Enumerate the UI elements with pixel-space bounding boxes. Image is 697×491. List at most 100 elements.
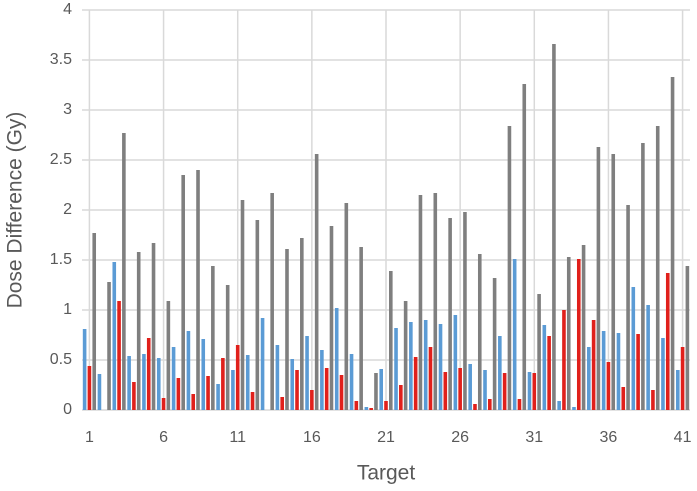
bar — [270, 193, 274, 410]
y-tick-label: 2.5 — [50, 151, 72, 168]
bar — [655, 126, 660, 410]
bar — [438, 324, 443, 410]
bar — [601, 331, 606, 410]
bar — [468, 364, 472, 410]
bar — [680, 347, 685, 410]
bar — [576, 259, 581, 410]
bar — [453, 315, 458, 410]
bar — [498, 336, 502, 410]
bar — [537, 294, 541, 410]
bar — [112, 262, 117, 410]
bar — [97, 374, 102, 410]
bar — [231, 370, 235, 410]
bar — [596, 147, 601, 410]
bar — [389, 271, 393, 410]
bar — [117, 301, 121, 410]
bar — [566, 257, 571, 410]
bar — [433, 193, 438, 410]
bar — [626, 205, 630, 410]
x-tick-label: 1 — [85, 429, 94, 446]
bar — [156, 358, 161, 410]
bar — [403, 301, 408, 410]
bar — [275, 345, 280, 410]
y-tick-label: 3 — [63, 101, 72, 118]
bar — [295, 370, 299, 410]
bar — [661, 338, 665, 410]
bar — [507, 126, 512, 410]
bar — [201, 339, 206, 410]
bar — [665, 273, 670, 410]
bar — [418, 195, 423, 410]
bar — [611, 154, 616, 410]
bar — [572, 407, 576, 410]
bar — [191, 394, 196, 410]
bar — [562, 310, 566, 410]
bar — [512, 259, 517, 410]
bar — [428, 347, 433, 410]
bar — [186, 331, 191, 410]
bar — [621, 387, 626, 410]
bar — [136, 252, 141, 410]
bar — [310, 390, 314, 410]
bar — [260, 318, 265, 410]
bar — [285, 249, 289, 410]
bar — [587, 347, 591, 410]
bar — [492, 278, 497, 410]
bar — [250, 392, 255, 410]
bar — [305, 336, 309, 410]
bar — [225, 285, 230, 410]
bar — [379, 369, 383, 410]
bar — [206, 376, 210, 410]
y-tick-label: 4 — [63, 1, 72, 18]
bar — [320, 350, 324, 410]
bar — [542, 325, 547, 410]
y-tick-label: 3.5 — [50, 51, 72, 68]
x-tick-label: 41 — [674, 429, 692, 446]
bar — [384, 401, 388, 410]
bar — [221, 358, 225, 410]
x-axis-title: Target — [357, 462, 416, 485]
x-tick-label: 16 — [303, 429, 321, 446]
bar — [670, 77, 675, 410]
bar — [527, 372, 532, 410]
bar — [142, 354, 146, 410]
y-tick-label: 2 — [63, 201, 72, 218]
bar — [151, 243, 156, 410]
bar — [616, 333, 621, 410]
bar — [107, 282, 111, 410]
bar — [166, 301, 171, 410]
bar — [87, 366, 92, 410]
bar — [314, 154, 319, 410]
bar — [216, 384, 220, 410]
bar — [329, 226, 334, 410]
bar — [448, 218, 452, 410]
bar — [196, 170, 200, 410]
y-tick-label: 1 — [63, 301, 72, 318]
bar — [636, 334, 640, 410]
bar — [245, 355, 250, 410]
bar — [374, 373, 378, 410]
bar — [458, 368, 462, 410]
y-axis-title: Dose Difference (Gy) — [4, 112, 27, 309]
bar — [477, 254, 482, 410]
bar — [413, 357, 418, 410]
bar — [399, 385, 403, 410]
bar — [127, 356, 131, 410]
bar — [517, 399, 522, 410]
bar — [211, 266, 215, 410]
bar — [334, 308, 339, 410]
bar — [463, 212, 467, 410]
bar — [255, 220, 260, 410]
bar — [176, 378, 181, 410]
bar — [344, 203, 349, 410]
bar — [161, 398, 166, 410]
bar — [483, 370, 487, 410]
bar — [522, 84, 527, 410]
bar — [359, 247, 363, 410]
x-tick-label: 31 — [525, 429, 543, 446]
bar — [92, 233, 97, 410]
bar — [349, 354, 354, 410]
bar — [547, 336, 551, 410]
x-tick-label: 21 — [377, 429, 395, 446]
